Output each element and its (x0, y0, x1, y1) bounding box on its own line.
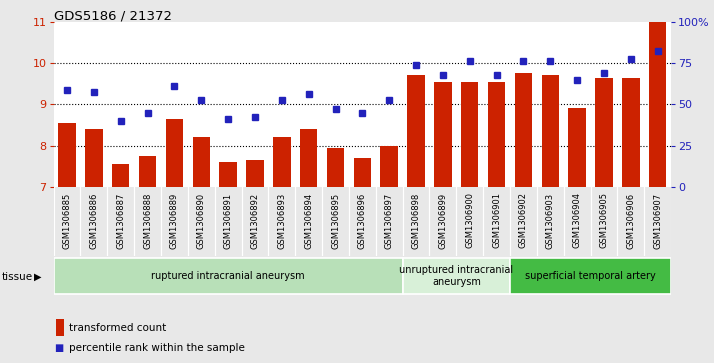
Bar (193, 138, 210, 187)
Text: GSM1306886: GSM1306886 (89, 192, 99, 249)
Bar (327, 148, 344, 187)
Bar (488, 82, 506, 187)
Text: GSM1306899: GSM1306899 (438, 192, 448, 249)
Bar (166, 119, 183, 187)
Text: ▶: ▶ (34, 272, 42, 282)
Text: ruptured intracranial aneurysm: ruptured intracranial aneurysm (151, 271, 305, 281)
Bar (85, 129, 103, 187)
Text: GSM1306897: GSM1306897 (385, 192, 393, 249)
Text: GSM1306902: GSM1306902 (519, 192, 528, 248)
Bar (568, 109, 586, 187)
Text: GSM1306907: GSM1306907 (653, 192, 662, 249)
Text: GSM1306893: GSM1306893 (277, 192, 286, 249)
Bar (622, 78, 640, 187)
Text: GSM1306906: GSM1306906 (626, 192, 635, 249)
Bar (434, 82, 452, 187)
Bar (112, 164, 129, 187)
Bar (59, 123, 76, 187)
Bar (219, 162, 237, 187)
Text: GSM1306903: GSM1306903 (545, 192, 555, 249)
Bar (515, 73, 532, 187)
Text: GSM1306891: GSM1306891 (223, 192, 233, 249)
Text: unruptured intracranial
aneurysm: unruptured intracranial aneurysm (399, 265, 513, 287)
Text: ■: ■ (54, 343, 63, 354)
Text: superficial temporal artery: superficial temporal artery (526, 271, 656, 281)
Text: GSM1306889: GSM1306889 (170, 192, 179, 249)
Text: GSM1306885: GSM1306885 (63, 192, 71, 249)
Text: GSM1306904: GSM1306904 (573, 192, 582, 248)
FancyBboxPatch shape (54, 258, 403, 294)
Bar (542, 76, 559, 187)
Bar (353, 158, 371, 187)
Bar (649, 22, 666, 187)
Text: GSM1306895: GSM1306895 (331, 192, 340, 249)
FancyBboxPatch shape (403, 258, 510, 294)
Text: GSM1306896: GSM1306896 (358, 192, 367, 249)
Text: GDS5186 / 21372: GDS5186 / 21372 (54, 9, 171, 22)
FancyBboxPatch shape (510, 258, 671, 294)
Text: GSM1306892: GSM1306892 (251, 192, 259, 249)
Bar (407, 76, 425, 187)
Bar (273, 138, 291, 187)
Text: GSM1306890: GSM1306890 (197, 192, 206, 249)
Bar (461, 82, 478, 187)
Bar (381, 146, 398, 187)
Bar (300, 129, 318, 187)
Text: GSM1306887: GSM1306887 (116, 192, 125, 249)
Text: transformed count: transformed count (69, 323, 166, 333)
Text: GSM1306894: GSM1306894 (304, 192, 313, 249)
Text: GSM1306905: GSM1306905 (600, 192, 608, 248)
Bar (139, 156, 156, 187)
Bar (595, 78, 613, 187)
Text: tissue: tissue (2, 272, 34, 282)
Text: GSM1306901: GSM1306901 (492, 192, 501, 248)
Text: GSM1306900: GSM1306900 (466, 192, 474, 248)
Bar (246, 160, 263, 187)
Text: GSM1306888: GSM1306888 (143, 192, 152, 249)
Text: percentile rank within the sample: percentile rank within the sample (69, 343, 244, 354)
Text: GSM1306898: GSM1306898 (411, 192, 421, 249)
